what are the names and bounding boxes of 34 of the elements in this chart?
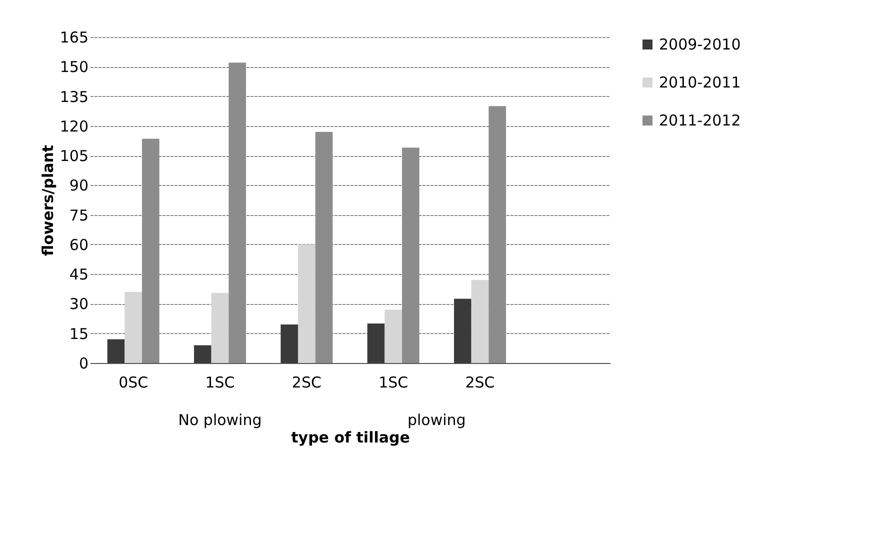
text: plowing <box>407 411 466 429</box>
y-tick-label: 165 <box>60 28 88 46</box>
legend-label: 2010-2011 <box>659 74 741 92</box>
bar <box>384 310 402 363</box>
x-tick-label: 1SC <box>205 374 235 392</box>
bar <box>194 345 212 363</box>
y-axis-title: flowers/plant <box>38 144 57 256</box>
y-tick-label: 0 <box>78 354 88 372</box>
y-tick-label: 30 <box>69 295 88 314</box>
y-tick-label: 60 <box>69 236 88 254</box>
x-tick-label: 0SC <box>118 374 148 392</box>
bar <box>107 339 125 363</box>
y-tick-label: 120 <box>60 117 88 136</box>
legend-label: 2011-2012 <box>659 112 741 130</box>
y-tick-label: 75 <box>69 206 88 224</box>
y-tick-label: 90 <box>69 176 88 195</box>
legend-label: 2009-2010 <box>659 36 741 54</box>
bar <box>454 298 472 363</box>
x-axis-title: type of tillage <box>291 428 410 446</box>
bar <box>124 292 142 363</box>
x-tick-label: 2SC <box>465 374 495 392</box>
bar <box>471 280 489 363</box>
x-tick-label: 2SC <box>292 374 322 392</box>
y-tick-label: 135 <box>60 88 88 106</box>
bar <box>280 324 298 363</box>
text: No plowing <box>178 411 262 429</box>
y-tick-label: 15 <box>69 324 88 343</box>
bar <box>211 292 229 363</box>
y-tick-label: 45 <box>69 266 88 284</box>
bar <box>298 244 316 363</box>
y-tick-label: 150 <box>60 58 88 76</box>
x-tick-label: 1SC <box>378 374 408 392</box>
bar <box>367 323 385 363</box>
y-tick-label: 105 <box>60 147 88 166</box>
